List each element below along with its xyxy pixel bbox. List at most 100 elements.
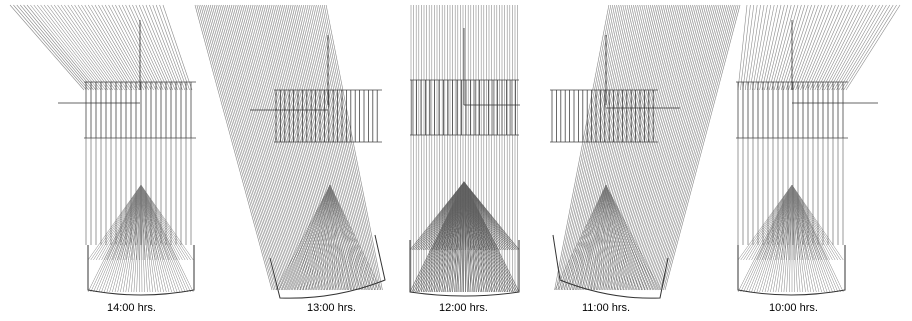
focused-ray: [463, 181, 474, 293]
incident-ray: [19, 4, 92, 91]
focused-ray: [329, 184, 358, 291]
focused-ray: [593, 184, 607, 291]
incident-ray: [595, 4, 659, 291]
incident-ray: [599, 4, 663, 291]
focused-ray: [454, 181, 465, 251]
incident-ray: [645, 4, 718, 291]
focused-ray: [791, 184, 801, 293]
incident-ray: [204, 4, 281, 291]
incident-ray: [623, 4, 691, 291]
fresnel-array-1000: [736, 81, 848, 139]
incident-ray: [747, 4, 761, 91]
incident-ray: [227, 4, 300, 291]
incident-ray: [771, 4, 795, 91]
incident-ray: [658, 4, 733, 291]
focused-ray: [554, 184, 607, 291]
incident-ray: [643, 4, 716, 291]
fresnel-array-1400: [84, 81, 196, 139]
incident-ray: [587, 4, 650, 291]
focused-ray: [302, 184, 331, 291]
incident-ray: [828, 4, 877, 91]
focused-ray: [140, 184, 183, 261]
focused-ray: [120, 184, 142, 261]
focused-ray: [605, 184, 616, 291]
incident-ray: [814, 4, 857, 91]
focused-ray: [791, 184, 817, 293]
focused-ray: [140, 184, 178, 293]
focused-ray: [783, 184, 793, 261]
incident-ray: [650, 4, 724, 291]
focused-ray: [463, 181, 470, 293]
focused-ray: [140, 184, 167, 293]
incident-ray: [77, 4, 133, 91]
focused-ray: [329, 184, 373, 291]
incident-ray: [602, 4, 667, 291]
incident-ray: [121, 4, 164, 91]
incident-ray: [663, 4, 739, 291]
incident-ray: [640, 4, 712, 291]
incident-ray: [624, 4, 693, 291]
focused-ray: [605, 184, 646, 291]
focused-ray: [139, 184, 142, 261]
focused-ray: [557, 184, 607, 291]
incident-ray: [826, 4, 874, 91]
focused-ray: [114, 184, 142, 261]
focused-ray: [320, 184, 331, 291]
panel-1300: 13:00 hrs.: [194, 4, 386, 314]
incident-ray: [647, 4, 720, 291]
focused-ray: [463, 181, 520, 251]
incident-ray: [821, 4, 867, 91]
focused-ray: [103, 184, 142, 261]
incident-ray: [559, 4, 615, 291]
focused-ray: [293, 184, 331, 291]
incident-ray: [98, 4, 147, 91]
focused-ray: [463, 181, 488, 293]
incident-ray: [802, 4, 840, 91]
focused-ray: [463, 181, 483, 293]
incident-rays-1400: [9, 4, 193, 91]
incident-ray: [788, 4, 819, 91]
focused-ray: [329, 184, 367, 291]
incident-ray: [575, 4, 634, 291]
focused-ray: [737, 184, 793, 261]
focused-ray: [791, 184, 836, 293]
incident-ray: [740, 4, 751, 91]
focused-ray: [791, 184, 839, 261]
focused-ray: [140, 184, 189, 261]
incident-ray: [320, 4, 378, 291]
focused-ray: [461, 181, 465, 251]
focused-ray: [109, 184, 142, 293]
focused-ray: [117, 184, 142, 261]
incident-ray: [57, 4, 118, 91]
focused-ray: [140, 184, 175, 293]
focused-ray: [791, 184, 806, 293]
focused-ray: [326, 184, 331, 291]
incident-ray: [648, 4, 722, 291]
focused-ray: [93, 184, 142, 261]
incident-ray: [840, 4, 894, 91]
focused-ray: [140, 184, 156, 293]
focused-ray: [605, 184, 658, 291]
focused-ray: [140, 184, 172, 293]
incident-ray: [318, 4, 377, 291]
focused-ray: [605, 184, 631, 291]
caption-1200: 12:00 hrs.: [439, 302, 488, 314]
incident-ray: [656, 4, 731, 291]
caption-1400: 14:00 hrs.: [107, 302, 156, 314]
incident-ray: [142, 4, 178, 91]
incident-ray: [619, 4, 688, 291]
focused-ray: [125, 184, 142, 261]
focused-ray: [605, 184, 637, 291]
incident-ray: [125, 4, 166, 91]
focused-ray: [95, 184, 142, 261]
incident-ray: [198, 4, 276, 291]
focused-ray: [599, 184, 607, 291]
fresnel-array-1300: [274, 89, 382, 143]
incident-ray: [635, 4, 707, 291]
incident-ray: [60, 4, 121, 91]
focused-ray: [323, 184, 331, 291]
incident-ray: [742, 4, 755, 91]
incident-ray: [162, 4, 193, 91]
focused-ray: [448, 181, 465, 251]
focused-ray: [605, 184, 634, 291]
